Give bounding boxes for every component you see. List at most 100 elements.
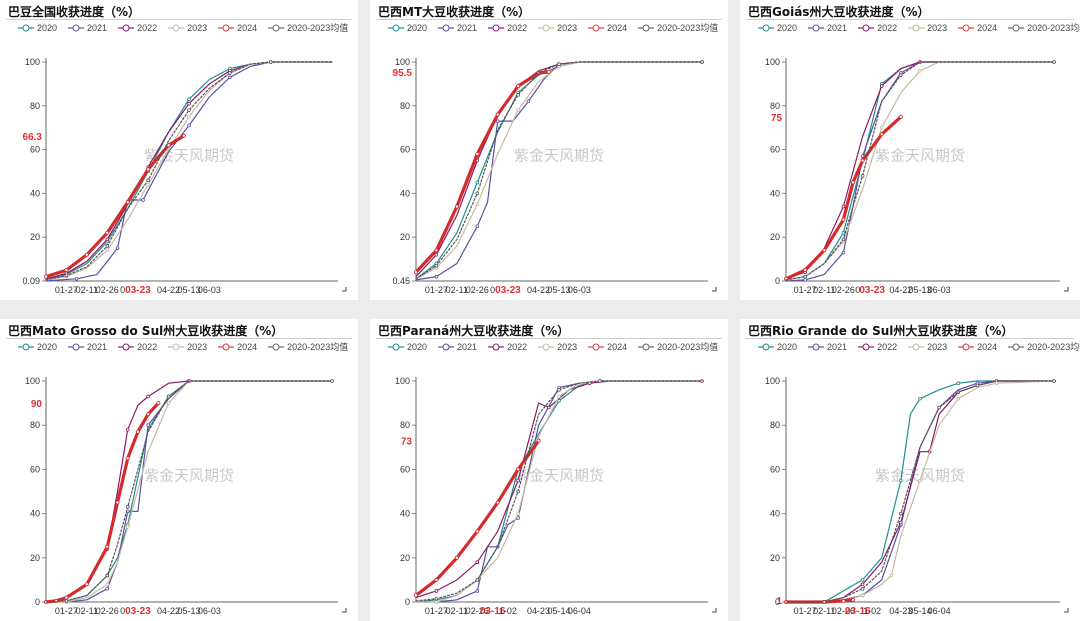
legend-marker-icon	[638, 343, 655, 350]
legend-item-2020[interactable]: 2020	[388, 23, 427, 33]
legend-item-2020[interactable]: 2020	[18, 342, 57, 352]
legend-item-2020[interactable]: 2020	[758, 342, 797, 352]
legend-marker-icon	[758, 343, 774, 350]
series-line-2020	[45, 380, 333, 603]
legend-item-2020-2023-[interactable]: 2020-2023均值	[1008, 21, 1080, 34]
legend-item-2023[interactable]: 2023	[168, 23, 207, 33]
legend-item-2020-2023-[interactable]: 2020-2023均值	[268, 21, 348, 34]
data-point	[414, 593, 419, 598]
legend-label: 2020	[407, 22, 428, 33]
data-point	[115, 246, 120, 250]
x-tick-label: 01-27	[425, 606, 448, 616]
data-point	[918, 396, 922, 401]
legend-item-2021[interactable]: 2021	[438, 342, 477, 352]
legend-label: 2020	[777, 341, 798, 352]
resize-corner-icon	[342, 287, 347, 292]
series-line-2023	[785, 380, 1055, 603]
data-point	[434, 274, 439, 279]
legend-item-2023[interactable]: 2023	[908, 342, 947, 352]
data-point	[475, 529, 480, 534]
legend-item-2022[interactable]: 2022	[118, 23, 157, 33]
legend-item-2020-2023-[interactable]: 2020-2023均值	[268, 340, 348, 353]
data-point	[495, 112, 500, 117]
legend-item-2023[interactable]: 2023	[538, 23, 577, 33]
data-point	[475, 151, 480, 156]
legend-item-2020[interactable]: 2020	[758, 23, 797, 33]
legend-marker-icon	[388, 24, 404, 31]
legend-item-2020[interactable]: 2020	[18, 23, 57, 33]
legend-marker-icon	[388, 343, 404, 350]
x-tick-label: 04-22	[157, 285, 180, 295]
x-tick-label: 04-23	[527, 606, 550, 616]
legend-item-2020-2023-[interactable]: 2020-2023均值	[638, 340, 718, 353]
legend-label: 2024	[977, 341, 998, 352]
y-tick-label: 0	[775, 597, 780, 607]
legend-item-2021[interactable]: 2021	[808, 23, 847, 33]
data-point	[105, 244, 110, 248]
legend-item-2024[interactable]: 2024	[958, 23, 997, 33]
legend-item-2022[interactable]: 2022	[858, 23, 897, 33]
data-point	[64, 273, 69, 278]
legend-item-2022[interactable]: 2022	[118, 342, 157, 352]
legend-item-2024[interactable]: 2024	[218, 342, 257, 352]
series-line-2022	[785, 380, 1055, 603]
legend-marker-icon	[858, 343, 875, 350]
legend-item-2023[interactable]: 2023	[908, 23, 947, 33]
legend-marker-icon	[958, 24, 975, 31]
legend-marker-icon	[168, 24, 185, 31]
x-tick-label: 04-22	[889, 285, 912, 295]
chart-legend: 2020 2021 2022 2023 2024 2020-2023均值	[388, 340, 728, 353]
series-line-2020	[45, 61, 333, 281]
x-tick-label: 02-11	[76, 606, 98, 616]
data-point	[228, 75, 232, 80]
legend-item-2024[interactable]: 2024	[218, 23, 257, 33]
legend-marker-icon	[488, 24, 505, 31]
x-tick-label: 01-27	[425, 285, 448, 295]
watermark-text: 紫金天风期货	[144, 466, 234, 484]
legend-label: 2024	[237, 22, 258, 33]
data-point	[879, 125, 884, 130]
x-tick-label: 02-11	[813, 285, 835, 295]
data-point	[495, 119, 500, 123]
y-tick-label: 100	[765, 57, 780, 67]
data-point	[841, 237, 846, 242]
legend-item-2020-2023-[interactable]: 2020-2023均值	[638, 21, 718, 34]
legend-item-2022[interactable]: 2022	[488, 23, 527, 33]
legend-item-2024[interactable]: 2024	[588, 342, 627, 352]
data-point	[899, 478, 903, 483]
legend-item-2024[interactable]: 2024	[958, 342, 997, 352]
legend-label: 2022	[137, 341, 158, 352]
legend-item-2021[interactable]: 2021	[808, 342, 847, 352]
legend-item-2024[interactable]: 2024	[588, 23, 627, 33]
data-point	[475, 180, 480, 185]
data-point	[105, 582, 110, 587]
legend-item-2023[interactable]: 2023	[538, 342, 577, 352]
legend-item-2022[interactable]: 2022	[858, 342, 897, 352]
legend-item-2020[interactable]: 2020	[388, 342, 427, 352]
legend-item-2023[interactable]: 2023	[168, 342, 207, 352]
x-tick-label: 1-02	[863, 606, 881, 616]
legend-item-2022[interactable]: 2022	[488, 342, 527, 352]
legend-item-2021[interactable]: 2021	[68, 342, 107, 352]
data-point	[937, 405, 941, 410]
legend-item-2021[interactable]: 2021	[438, 23, 477, 33]
series-line-2020	[415, 61, 703, 280]
data-point	[516, 108, 520, 112]
resize-corner-icon	[712, 608, 717, 613]
x-tick-label: 02-11	[76, 285, 98, 295]
data-point	[268, 60, 273, 64]
data-point	[166, 401, 171, 405]
y-tick-label: 40	[30, 509, 40, 519]
data-point	[495, 500, 500, 505]
x-tick-label: 02-26	[832, 285, 855, 295]
series-line-2024	[414, 70, 551, 274]
legend-marker-icon	[118, 343, 135, 350]
x-tick-label: 06-03	[198, 285, 221, 295]
legend-item-2021[interactable]: 2021	[68, 23, 107, 33]
legend-item-2020-2023-[interactable]: 2020-2023均值	[1008, 340, 1080, 353]
series-line-2021	[415, 61, 703, 281]
legend-label: 2022	[137, 22, 158, 33]
data-point	[141, 198, 145, 202]
series-line-2024	[784, 598, 855, 604]
